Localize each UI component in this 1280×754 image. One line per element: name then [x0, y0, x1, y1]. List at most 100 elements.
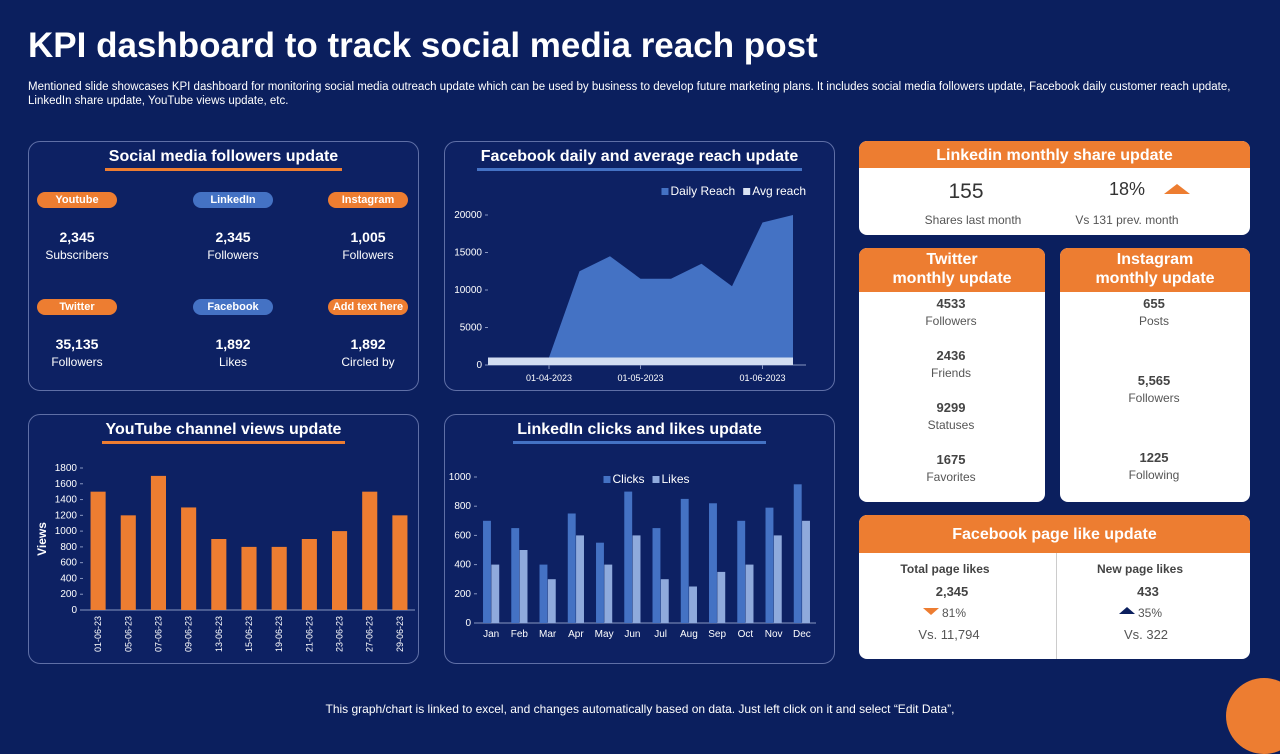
value: 1,892: [350, 336, 386, 352]
value: 1675: [936, 452, 966, 467]
x-tick-label: May: [595, 629, 614, 640]
bar: [717, 571, 726, 623]
x-tick-label: Mar: [539, 629, 557, 640]
x-tick-label: Aug: [680, 629, 698, 640]
label: Followers: [207, 248, 259, 262]
change: 18%: [1108, 179, 1146, 199]
up-arrow: [1164, 184, 1190, 194]
bar: [773, 535, 782, 623]
down-arrow: [923, 608, 939, 615]
comparison: Vs. 322: [1123, 627, 1169, 642]
x-tick-label: 05-06-23: [123, 616, 133, 652]
bar: [392, 515, 408, 610]
label: Statuses: [927, 418, 975, 432]
legend-label: Clicks: [612, 472, 644, 486]
x-tick-label: 19-06-23: [274, 616, 284, 652]
bar: [660, 579, 669, 623]
platform-pill: Add text here: [328, 299, 408, 315]
footer: This graph/chart is linked to excel, and…: [325, 702, 955, 716]
y-tick-label: 400: [60, 573, 77, 584]
panel-title: Social media followers update: [29, 148, 418, 171]
label: Subscribers: [45, 248, 109, 262]
label: Followers: [1128, 391, 1180, 405]
x-tick-label: 01-04-2023: [526, 373, 572, 383]
bar: [271, 546, 287, 610]
x-tick-label: Jan: [483, 629, 499, 640]
area-chart: 0 5000 10000 15000 20000 01-04-2023 01-05-2023…: [454, 184, 806, 383]
card-title: Twitter monthly update: [859, 248, 1045, 292]
y-tick-label: 200: [60, 589, 77, 600]
platform-pill: Facebook: [193, 299, 273, 315]
x-tick-label: 01-05-2023: [617, 373, 663, 383]
y-tick-label: 20000: [454, 210, 482, 221]
bar: [709, 503, 717, 623]
legend-swatch: [652, 476, 660, 483]
label: Circled by: [341, 355, 395, 369]
bar-chart: 0 200 400 600 800 1000 1200 1400 1600 1800 Views 01…: [35, 463, 415, 652]
bar: [604, 564, 613, 623]
bar: [632, 535, 641, 623]
title: KPI dashboard to track social media reac…: [28, 26, 818, 65]
label: Posts: [1138, 314, 1170, 328]
panel-title: Facebook daily and average reach update: [445, 148, 834, 171]
bar: [547, 579, 556, 623]
linkedin-panel: LinkedIn clicks and likes update 0 200 400…: [444, 414, 835, 664]
bar: [241, 546, 257, 610]
change: 81%: [942, 606, 967, 620]
shares: 155: [948, 180, 984, 203]
x-tick-label: Jul: [654, 629, 667, 640]
y-tick-label: 800: [454, 501, 471, 512]
x-tick-label: Oct: [738, 629, 754, 640]
x-tick-label: Feb: [511, 629, 529, 640]
platform-pill: LinkedIn: [193, 192, 273, 208]
panel-title: LinkedIn clicks and likes update: [445, 421, 834, 444]
x-tick-label: Dec: [793, 629, 811, 640]
x-tick-label: 23-06-23: [335, 616, 345, 652]
facebook-panel: Facebook daily and average reach update …: [444, 141, 835, 391]
label: Following: [1128, 468, 1180, 482]
value: 433: [1137, 584, 1159, 599]
up-arrow: [1119, 607, 1135, 614]
label: Favorites: [926, 470, 976, 484]
bar: [765, 507, 774, 623]
x-tick-label: 27-06-23: [365, 616, 375, 652]
bar: [680, 498, 689, 623]
y-tick-label: 1000: [55, 526, 78, 537]
comparison: Vs. 11,794: [918, 627, 980, 642]
bar: [120, 515, 136, 610]
value: 2,345: [935, 584, 969, 599]
youtube-panel: YouTube channel views update 0 200 400 600 8…: [28, 414, 419, 664]
y-tick-label: 10000: [454, 285, 482, 296]
y-axis-label: Views: [35, 522, 49, 556]
bar: [576, 535, 584, 623]
twitter-card: Twitter monthly update 4533 Followers 2436 F…: [859, 248, 1045, 502]
y-tick-label: 600: [454, 530, 471, 541]
x-tick-label: 15-06-23: [244, 616, 254, 652]
bar: [624, 491, 633, 623]
legend-label: Avg reach: [752, 184, 806, 198]
bar: [689, 586, 697, 623]
y-tick-label: 1400: [55, 495, 78, 506]
platform-pill: Youtube: [37, 192, 117, 208]
shares-label: Shares last month: [924, 213, 1022, 227]
label: Followers: [342, 248, 394, 262]
heading: New page likes: [1096, 562, 1184, 576]
card-title: Facebook page like update: [859, 515, 1250, 553]
heading: Total page likes: [900, 562, 990, 576]
x-tick-label: 09-06-23: [184, 616, 194, 652]
panel-title: YouTube channel views update: [29, 421, 418, 444]
y-tick-label: 800: [60, 542, 77, 553]
y-tick-label: 0: [465, 618, 471, 629]
x-tick-label: 21-06-23: [304, 616, 314, 652]
x-tick-label: 01-06-2023: [739, 373, 785, 383]
label: Followers: [925, 314, 977, 328]
instagram-card: Instagram monthly update 655 Posts 5,565 Fol…: [1060, 248, 1250, 502]
bar: [596, 542, 604, 623]
x-tick-label: Apr: [568, 629, 584, 640]
value: 1,005: [350, 229, 386, 245]
bar: [181, 507, 197, 610]
area: [488, 215, 793, 365]
y-tick-label: 5000: [460, 323, 483, 334]
area: [488, 357, 793, 365]
platform-pill: Instagram: [328, 192, 408, 208]
